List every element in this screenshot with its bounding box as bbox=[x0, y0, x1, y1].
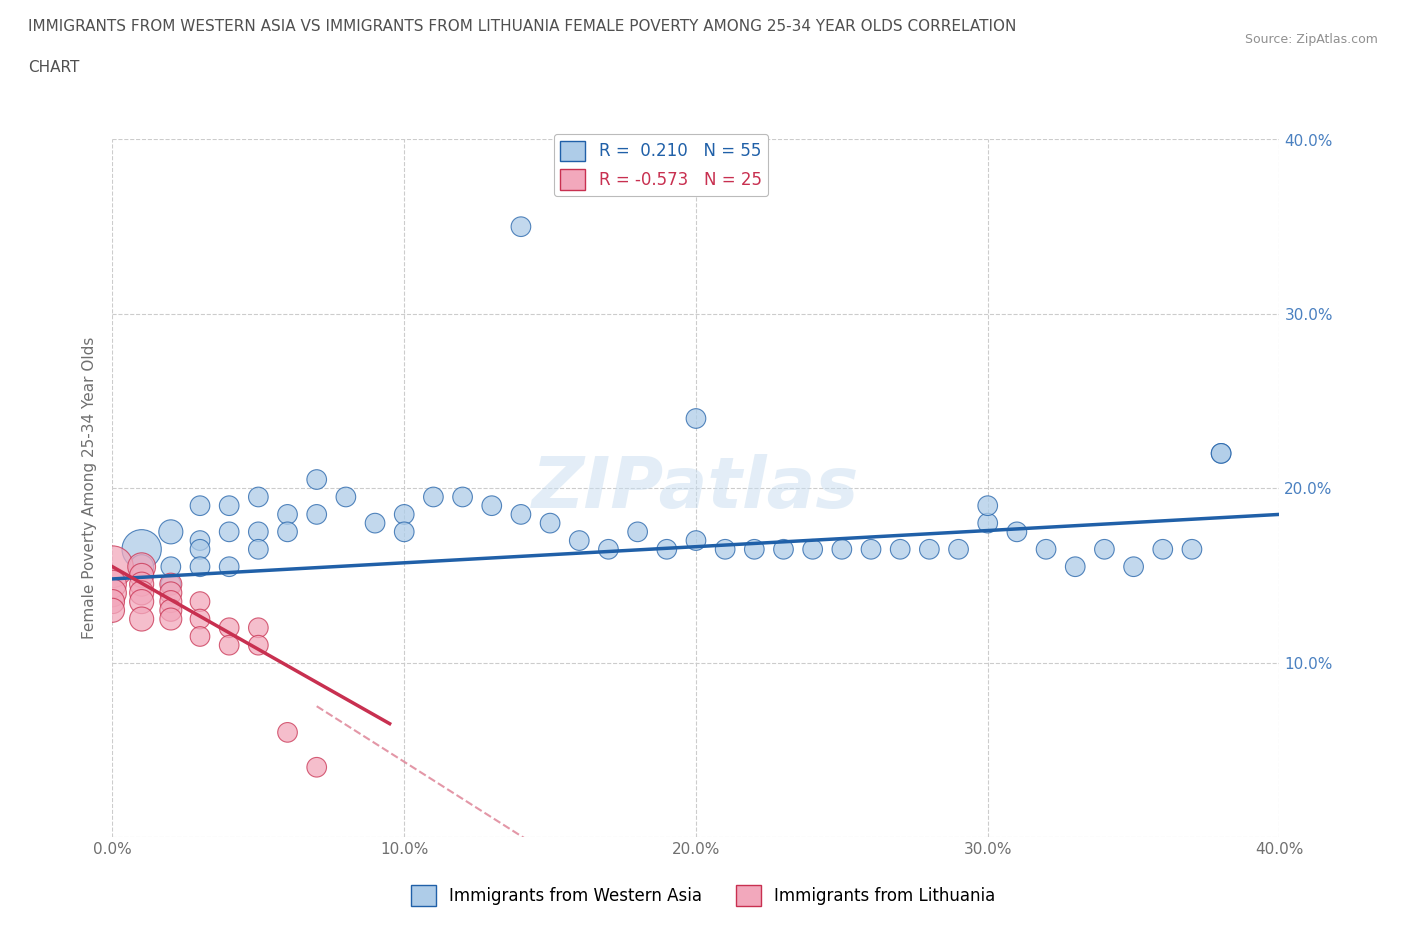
Point bbox=[509, 507, 531, 522]
Point bbox=[188, 612, 211, 627]
Point bbox=[1209, 446, 1232, 461]
Point bbox=[131, 559, 153, 574]
Point bbox=[218, 559, 240, 574]
Point bbox=[422, 489, 444, 504]
Point bbox=[685, 533, 707, 548]
Point bbox=[188, 498, 211, 513]
Text: CHART: CHART bbox=[28, 60, 80, 75]
Point bbox=[305, 472, 328, 487]
Point bbox=[160, 594, 183, 609]
Point bbox=[305, 760, 328, 775]
Point bbox=[481, 498, 503, 513]
Point bbox=[131, 559, 153, 574]
Point bbox=[276, 507, 298, 522]
Point bbox=[101, 603, 124, 618]
Point bbox=[685, 411, 707, 426]
Point bbox=[364, 515, 387, 530]
Legend: R =  0.210   N = 55, R = -0.573   N = 25: R = 0.210 N = 55, R = -0.573 N = 25 bbox=[554, 134, 768, 196]
Point bbox=[626, 525, 648, 539]
Point bbox=[101, 559, 124, 574]
Point bbox=[247, 525, 270, 539]
Point bbox=[305, 507, 328, 522]
Text: ZIPatlas: ZIPatlas bbox=[533, 454, 859, 523]
Point bbox=[160, 577, 183, 591]
Point bbox=[801, 542, 824, 557]
Point bbox=[131, 586, 153, 601]
Point bbox=[451, 489, 474, 504]
Point bbox=[598, 542, 620, 557]
Point bbox=[218, 638, 240, 653]
Point bbox=[131, 594, 153, 609]
Point bbox=[655, 542, 678, 557]
Point bbox=[188, 594, 211, 609]
Point bbox=[188, 629, 211, 644]
Point bbox=[1035, 542, 1057, 557]
Point bbox=[247, 620, 270, 635]
Text: Source: ZipAtlas.com: Source: ZipAtlas.com bbox=[1244, 33, 1378, 46]
Point bbox=[247, 638, 270, 653]
Point bbox=[948, 542, 970, 557]
Point bbox=[568, 533, 591, 548]
Point bbox=[538, 515, 561, 530]
Point bbox=[1152, 542, 1174, 557]
Point bbox=[101, 586, 124, 601]
Point bbox=[188, 533, 211, 548]
Point bbox=[160, 525, 183, 539]
Y-axis label: Female Poverty Among 25-34 Year Olds: Female Poverty Among 25-34 Year Olds bbox=[82, 337, 97, 640]
Point bbox=[218, 525, 240, 539]
Point bbox=[247, 489, 270, 504]
Point bbox=[131, 568, 153, 583]
Point bbox=[918, 542, 941, 557]
Point bbox=[889, 542, 911, 557]
Point bbox=[742, 542, 765, 557]
Point bbox=[131, 577, 153, 591]
Point bbox=[276, 725, 298, 740]
Legend: Immigrants from Western Asia, Immigrants from Lithuania: Immigrants from Western Asia, Immigrants… bbox=[404, 879, 1002, 912]
Point bbox=[772, 542, 794, 557]
Point bbox=[101, 577, 124, 591]
Point bbox=[218, 620, 240, 635]
Point bbox=[976, 498, 998, 513]
Point bbox=[131, 542, 153, 557]
Point bbox=[276, 525, 298, 539]
Point bbox=[160, 586, 183, 601]
Point bbox=[131, 612, 153, 627]
Point bbox=[859, 542, 883, 557]
Point bbox=[1064, 559, 1087, 574]
Point bbox=[714, 542, 737, 557]
Point bbox=[218, 498, 240, 513]
Point bbox=[1209, 446, 1232, 461]
Point bbox=[509, 219, 531, 234]
Point bbox=[160, 559, 183, 574]
Point bbox=[392, 507, 416, 522]
Text: IMMIGRANTS FROM WESTERN ASIA VS IMMIGRANTS FROM LITHUANIA FEMALE POVERTY AMONG 2: IMMIGRANTS FROM WESTERN ASIA VS IMMIGRAN… bbox=[28, 19, 1017, 33]
Point bbox=[1181, 542, 1204, 557]
Point bbox=[1122, 559, 1144, 574]
Point bbox=[101, 594, 124, 609]
Point bbox=[1092, 542, 1115, 557]
Point bbox=[160, 577, 183, 591]
Point bbox=[335, 489, 357, 504]
Point bbox=[392, 525, 416, 539]
Point bbox=[188, 542, 211, 557]
Point bbox=[160, 603, 183, 618]
Point bbox=[247, 542, 270, 557]
Point bbox=[831, 542, 853, 557]
Point bbox=[976, 515, 998, 530]
Point bbox=[1005, 525, 1028, 539]
Point bbox=[160, 612, 183, 627]
Point bbox=[188, 559, 211, 574]
